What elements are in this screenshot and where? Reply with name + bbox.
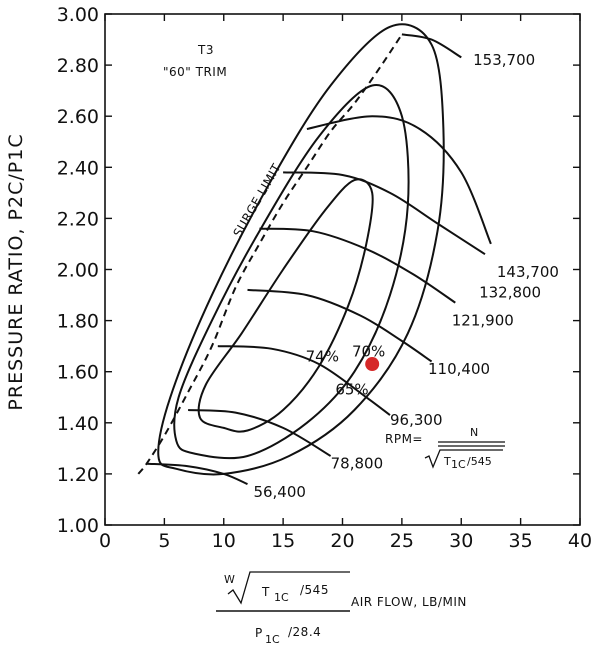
operating-point xyxy=(365,357,380,372)
y-tick-label: 1.20 xyxy=(57,464,99,486)
speed-line xyxy=(306,115,492,245)
surge-limit-line xyxy=(137,33,403,475)
speed-line-label: 110,400 xyxy=(428,360,490,378)
speed-line xyxy=(259,227,456,304)
y-tick-label: 2.40 xyxy=(57,157,99,179)
x-axis-title: W T 1C /545 P 1C /28.4 AIR FLOW, LB/MIN xyxy=(216,571,467,646)
efficiency-islands xyxy=(157,23,445,476)
x-title-p-divisor: /28.4 xyxy=(288,625,321,639)
speed-line-label: 132,800 xyxy=(479,283,541,301)
speed-line-label: 96,300 xyxy=(390,411,443,429)
speed-line-label: 56,400 xyxy=(253,483,306,501)
speed-line xyxy=(146,462,248,486)
x-title-p: P xyxy=(255,626,263,640)
speed-line xyxy=(188,409,332,457)
x-title-p-sub: 1C xyxy=(265,633,280,646)
speed-lines xyxy=(146,33,492,486)
x-title-t: T xyxy=(261,585,270,599)
y-tick-label: 2.80 xyxy=(57,55,99,77)
speed-line xyxy=(283,171,486,256)
speed-line-label: 121,900 xyxy=(452,312,514,330)
y-tick-label: 2.00 xyxy=(57,260,99,282)
x-title-w: W xyxy=(224,573,235,586)
speed-line-label: 153,700 xyxy=(473,51,535,69)
x-title-t-divisor: /545 xyxy=(300,583,329,597)
speed-line-label: 143,700 xyxy=(497,263,559,281)
efficiency-label: 65% xyxy=(335,381,368,399)
y-axis-title: PRESSURE RATIO, P2C/P1C xyxy=(5,133,27,410)
x-tick-label: 40 xyxy=(568,530,592,552)
y-tick-label: 1.40 xyxy=(57,413,99,435)
surge-limit xyxy=(137,33,403,475)
efficiency-island xyxy=(157,23,445,476)
rpm-formula: RPM= N T 1C /545 xyxy=(385,426,505,471)
efficiency-island xyxy=(173,84,410,460)
y-tick-label: 1.00 xyxy=(57,515,99,537)
curve-labels: 74% 70% 65% 56,400 78,800 96,300 110,400 121,90… xyxy=(253,51,558,501)
x-title-main: AIR FLOW, LB/MIN xyxy=(351,595,467,609)
efficiency-label: 70% xyxy=(352,342,385,360)
rpm-formula-divisor: /545 xyxy=(467,455,492,468)
x-tick-label: 15 xyxy=(271,530,295,552)
trim-label: "60" TRIM xyxy=(163,65,227,79)
x-tick-label: 0 xyxy=(99,530,111,552)
x-tick-label: 10 xyxy=(212,530,236,552)
y-tick-label: 1.80 xyxy=(57,311,99,333)
x-tick-label: 35 xyxy=(509,530,533,552)
x-tick-label: 30 xyxy=(449,530,473,552)
axes: 0 5 10 15 20 25 30 35 40 1.00 1.20 1.40 1.60 1.80 2.00… xyxy=(57,4,592,552)
speed-line xyxy=(217,345,391,416)
rpm-formula-numerator: N xyxy=(470,426,478,439)
y-tick-label: 3.00 xyxy=(57,4,99,26)
y-tick-label: 1.60 xyxy=(57,362,99,384)
speed-line xyxy=(401,33,462,59)
x-title-t-sub: 1C xyxy=(274,591,289,604)
rpm-formula-lhs: RPM= xyxy=(385,432,423,446)
operating-point-layer xyxy=(365,357,380,372)
rpm-formula-t: T xyxy=(443,455,451,468)
y-tick-label: 2.20 xyxy=(57,208,99,230)
compressor-model-label: T3 xyxy=(197,43,214,57)
x-tick-label: 5 xyxy=(158,530,170,552)
efficiency-label: 74% xyxy=(306,347,339,365)
x-tick-label: 25 xyxy=(390,530,414,552)
y-tick-label: 2.60 xyxy=(57,106,99,128)
x-tick-label: 20 xyxy=(330,530,354,552)
speed-line xyxy=(247,288,433,363)
rpm-formula-t-sub: 1C xyxy=(451,458,466,471)
speed-line-label: 78,800 xyxy=(331,455,384,473)
